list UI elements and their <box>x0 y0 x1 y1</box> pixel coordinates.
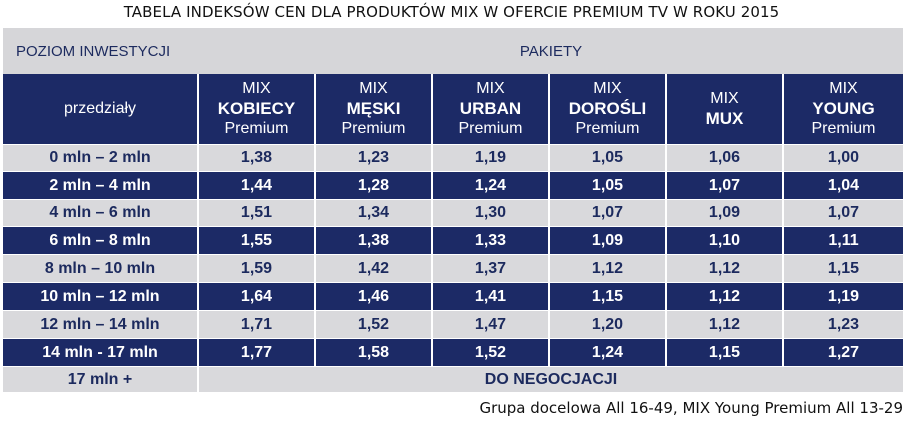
value-cell: 1,37 <box>433 254 550 282</box>
column-header-line2: MUX <box>705 109 744 128</box>
value-cell: 1,38 <box>199 144 316 171</box>
value-cell: 1,15 <box>784 254 903 282</box>
value-cell: 1,19 <box>784 282 903 310</box>
column-header-line3: Premium <box>458 120 523 137</box>
column-header-line1: MIX <box>593 80 622 97</box>
column-header-meski: MIX MĘSKI Premium <box>316 74 433 144</box>
value-cell: 1,47 <box>433 310 550 338</box>
column-header-line1: MIX <box>359 80 388 97</box>
column-header-dorosli: MIX DOROŚLI Premium <box>550 74 667 144</box>
value-cell: 1,09 <box>550 226 667 254</box>
value-cell: 1,41 <box>433 282 550 310</box>
table-title: TABELA INDEKSÓW CEN DLA PRODUKTÓW MIX W … <box>123 3 780 21</box>
range-cell: 10 mln – 12 mln <box>3 282 199 310</box>
range-cell: 8 mln – 10 mln <box>3 254 199 282</box>
value-cell: 1,28 <box>316 171 433 199</box>
target-group-footnote: Grupa docelowa All 16-49, MIX Young Prem… <box>479 399 903 417</box>
value-cell: 1,12 <box>667 310 784 338</box>
column-header-line1: MIX <box>710 90 739 107</box>
value-cell: 1,11 <box>784 226 903 254</box>
value-cell: 1,33 <box>433 226 550 254</box>
value-cell: 1,71 <box>199 310 316 338</box>
range-cell: 6 mln – 8 mln <box>3 226 199 254</box>
value-cell: 1,00 <box>784 144 903 171</box>
column-header-line2: URBAN <box>459 99 522 118</box>
range-cell: 17 mln + <box>3 366 199 392</box>
investment-level-header: POZIOM INWESTYCJI <box>3 28 199 74</box>
value-cell: 1,19 <box>433 144 550 171</box>
column-header-mux: MIX MUX <box>667 74 784 144</box>
value-cell: 1,24 <box>550 338 667 366</box>
value-cell: 1,07 <box>550 199 667 226</box>
range-cell: 14 mln - 17 mln <box>3 338 199 366</box>
value-cell: 1,20 <box>550 310 667 338</box>
value-cell: 1,15 <box>550 282 667 310</box>
value-cell: 1,12 <box>667 282 784 310</box>
column-header-urban: MIX URBAN Premium <box>433 74 550 144</box>
value-cell: 1,09 <box>667 199 784 226</box>
value-cell: 1,12 <box>667 254 784 282</box>
packages-header: PAKIETY <box>199 28 903 74</box>
value-cell: 1,38 <box>316 226 433 254</box>
value-cell: 1,05 <box>550 144 667 171</box>
value-cell: 1,52 <box>433 338 550 366</box>
column-header-line2: DOROŚLI <box>568 99 647 118</box>
column-header-line2: MĘSKI <box>346 99 401 118</box>
value-cell: 1,23 <box>316 144 433 171</box>
column-header-line2: KOBIECY <box>217 99 296 118</box>
column-header-line1: MIX <box>476 80 505 97</box>
value-cell: 1,52 <box>316 310 433 338</box>
column-header-line1: MIX <box>829 80 858 97</box>
value-cell: 1,24 <box>433 171 550 199</box>
value-cell: 1,42 <box>316 254 433 282</box>
value-cell: 1,15 <box>667 338 784 366</box>
column-header-line2: YOUNG <box>812 99 875 118</box>
value-cell: 1,23 <box>784 310 903 338</box>
column-header-line3: Premium <box>811 120 876 137</box>
value-cell: 1,77 <box>199 338 316 366</box>
column-header-line3: Premium <box>224 120 289 137</box>
range-cell: 0 mln – 2 mln <box>3 144 199 171</box>
column-header-line3: Premium <box>341 120 406 137</box>
value-cell: 1,07 <box>784 199 903 226</box>
value-cell: 1,44 <box>199 171 316 199</box>
negotiation-note: DO NEGOCJACJI <box>199 366 903 392</box>
value-cell: 1,30 <box>433 199 550 226</box>
value-cell: 1,34 <box>316 199 433 226</box>
value-cell: 1,64 <box>199 282 316 310</box>
value-cell: 1,06 <box>667 144 784 171</box>
value-cell: 1,58 <box>316 338 433 366</box>
value-cell: 1,10 <box>667 226 784 254</box>
ranges-header: przedziały <box>3 74 199 144</box>
value-cell: 1,59 <box>199 254 316 282</box>
range-cell: 12 mln – 14 mln <box>3 310 199 338</box>
value-cell: 1,46 <box>316 282 433 310</box>
column-header-line1: MIX <box>242 80 271 97</box>
price-index-table: POZIOM INWESTYCJI PAKIETY przedziały MIX… <box>3 28 903 392</box>
range-cell: 4 mln – 6 mln <box>3 199 199 226</box>
column-header-line3: Premium <box>575 120 640 137</box>
value-cell: 1,04 <box>784 171 903 199</box>
value-cell: 1,55 <box>199 226 316 254</box>
value-cell: 1,12 <box>550 254 667 282</box>
value-cell: 1,51 <box>199 199 316 226</box>
value-cell: 1,07 <box>667 171 784 199</box>
value-cell: 1,05 <box>550 171 667 199</box>
column-header-kobiecy: MIX KOBIECY Premium <box>199 74 316 144</box>
value-cell: 1,27 <box>784 338 903 366</box>
column-header-young: MIX YOUNG Premium <box>784 74 903 144</box>
range-cell: 2 mln – 4 mln <box>3 171 199 199</box>
